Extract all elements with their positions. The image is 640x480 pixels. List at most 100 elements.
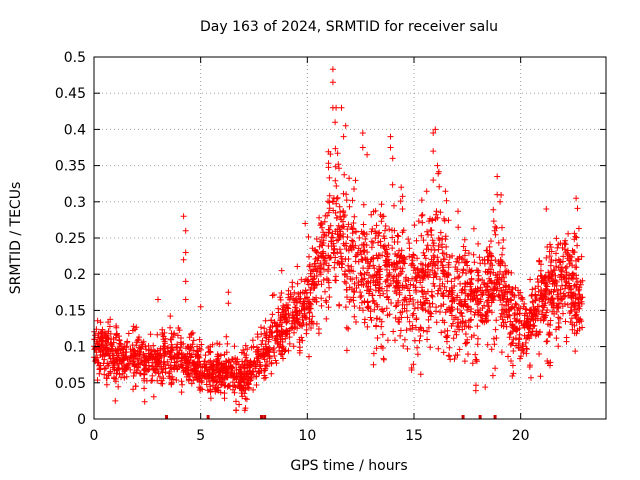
data-point	[532, 285, 539, 292]
data-point	[374, 269, 381, 276]
data-point	[435, 345, 442, 352]
data-point	[506, 284, 513, 291]
data-point	[297, 295, 304, 302]
data-point	[265, 338, 272, 345]
data-point	[335, 231, 342, 238]
data-point	[266, 332, 273, 338]
data-point	[397, 327, 404, 334]
data-point	[363, 231, 370, 238]
data-point	[453, 331, 460, 338]
data-point	[97, 345, 104, 352]
data-point	[198, 379, 205, 386]
data-point	[197, 385, 204, 392]
data-point	[389, 234, 396, 241]
data-point	[155, 360, 162, 367]
data-point	[289, 283, 296, 290]
data-point	[223, 358, 229, 365]
data-point	[459, 313, 466, 320]
data-point	[528, 374, 534, 381]
data-point	[95, 359, 102, 366]
data-point	[229, 371, 236, 378]
data-point	[285, 310, 292, 317]
data-point	[487, 260, 494, 267]
y-tick-label: 0.25	[55, 231, 86, 247]
data-point	[134, 337, 141, 344]
data-point	[529, 291, 535, 298]
data-point	[178, 389, 185, 396]
data-point	[401, 284, 408, 291]
data-point	[171, 366, 178, 372]
data-point	[145, 357, 151, 364]
data-point	[378, 323, 385, 330]
data-point	[443, 243, 450, 250]
data-point	[363, 287, 370, 294]
data-point	[553, 335, 560, 342]
data-point	[215, 364, 222, 371]
data-point	[484, 341, 491, 348]
data-point	[574, 256, 581, 262]
data-point	[279, 347, 286, 354]
data-point	[132, 383, 139, 390]
data-point	[306, 262, 313, 268]
data-point	[524, 346, 530, 353]
data-point	[183, 353, 189, 360]
data-point	[536, 351, 543, 357]
data-point	[547, 332, 553, 338]
data-point	[334, 150, 341, 157]
data-point	[113, 350, 120, 357]
data-point	[365, 279, 372, 286]
data-point	[429, 293, 436, 300]
data-point	[286, 334, 293, 341]
data-point	[191, 368, 198, 375]
data-point	[487, 270, 494, 277]
data-point	[266, 346, 273, 353]
data-point	[509, 286, 516, 292]
data-point	[464, 307, 471, 313]
data-point	[254, 331, 261, 338]
data-point	[330, 249, 337, 256]
data-point	[454, 292, 461, 299]
data-point	[515, 287, 522, 294]
data-point	[572, 312, 578, 319]
data-point	[402, 276, 409, 282]
data-point	[399, 301, 406, 308]
data-point	[336, 246, 343, 253]
data-point	[514, 307, 521, 313]
data-point	[271, 319, 278, 326]
data-point	[427, 309, 433, 316]
data-point	[383, 246, 390, 253]
data-point	[512, 284, 519, 291]
data-point	[323, 275, 330, 282]
data-point	[437, 276, 443, 283]
data-point	[503, 299, 510, 305]
data-point	[267, 324, 274, 331]
data-point	[508, 269, 515, 276]
data-point	[322, 297, 329, 304]
data-point	[349, 237, 355, 244]
data-point	[455, 259, 462, 266]
data-point	[418, 287, 425, 294]
data-point	[568, 295, 575, 301]
data-point	[351, 313, 358, 320]
data-point	[516, 317, 523, 324]
x-tick-label: 20	[512, 428, 530, 444]
data-point	[116, 371, 123, 378]
data-point	[207, 348, 214, 355]
data-point	[242, 342, 249, 349]
data-point	[492, 223, 499, 230]
data-point	[345, 325, 352, 332]
data-point	[141, 358, 148, 365]
data-point	[242, 365, 248, 372]
data-point	[158, 377, 165, 384]
data-point	[503, 323, 510, 330]
data-point	[549, 296, 556, 303]
data-point	[310, 296, 316, 303]
y-tick-label: 0	[77, 412, 86, 428]
data-point	[168, 380, 175, 387]
data-point	[361, 249, 368, 255]
data-point	[431, 254, 438, 261]
data-point	[198, 346, 204, 353]
data-point	[557, 266, 564, 273]
data-point	[465, 304, 472, 311]
